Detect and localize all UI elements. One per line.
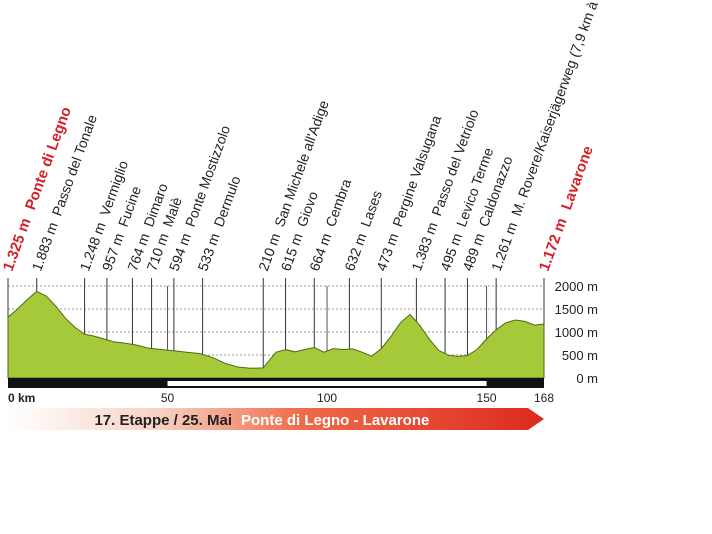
y-tick-label: 500 m	[562, 348, 598, 363]
waypoint-elevation: 1.383 m	[408, 220, 440, 273]
waypoint-name: M. Rovere/Kaiserjägerweg (7,9 km à 9,9 %…	[508, 0, 616, 218]
waypoint-name: Dermulo	[210, 174, 243, 229]
y-tick-label: 1500 m	[555, 302, 598, 317]
waypoint-label: 473 mPergine Valsugana	[373, 113, 444, 273]
y-tick-label: 0 m	[576, 371, 598, 386]
x-tick-label: 150	[477, 391, 497, 405]
waypoint-elevation: 664 m	[306, 231, 334, 273]
waypoint-elevation: 632 m	[341, 231, 369, 273]
waypoint-name: Lases	[357, 188, 385, 229]
x-tick-label: 50	[161, 391, 175, 405]
x-axis: 0 km 50 100 150 168	[8, 378, 554, 405]
stage-label: 17. Etappe / 25. Mai	[94, 412, 232, 429]
x-tick-label: 168	[534, 391, 554, 405]
y-tick-label: 1000 m	[555, 325, 598, 340]
y-tick-label: 2000 m	[555, 279, 598, 294]
distance-bar-band	[167, 381, 487, 386]
elevation-area	[7, 290, 545, 379]
stage-banner: 17. Etappe / 25. Mai Ponte di Legno - La…	[8, 408, 544, 430]
stage-banner-arrow	[8, 408, 544, 430]
stage-route: Ponte di Legno - Lavarone	[241, 412, 429, 429]
y-axis: 0 m 500 m 1000 m 1500 m 2000 m	[555, 279, 598, 386]
waypoint-label: 1.172 m Lavarone	[536, 144, 597, 274]
waypoint-elevation: 1.261 m	[488, 220, 520, 273]
waypoint-elevation: 533 m	[194, 231, 222, 273]
waypoint-name: Lavarone	[558, 144, 597, 212]
x-tick-label: 100	[317, 391, 337, 405]
waypoint-name: Cembra	[322, 176, 354, 228]
x-tick-label: 0 km	[8, 391, 35, 405]
waypoint-elevation: 473 m	[373, 231, 401, 273]
waypoint-elevation: 1.883 m	[28, 220, 60, 273]
waypoint-elevation: 1.172 m	[536, 216, 571, 274]
